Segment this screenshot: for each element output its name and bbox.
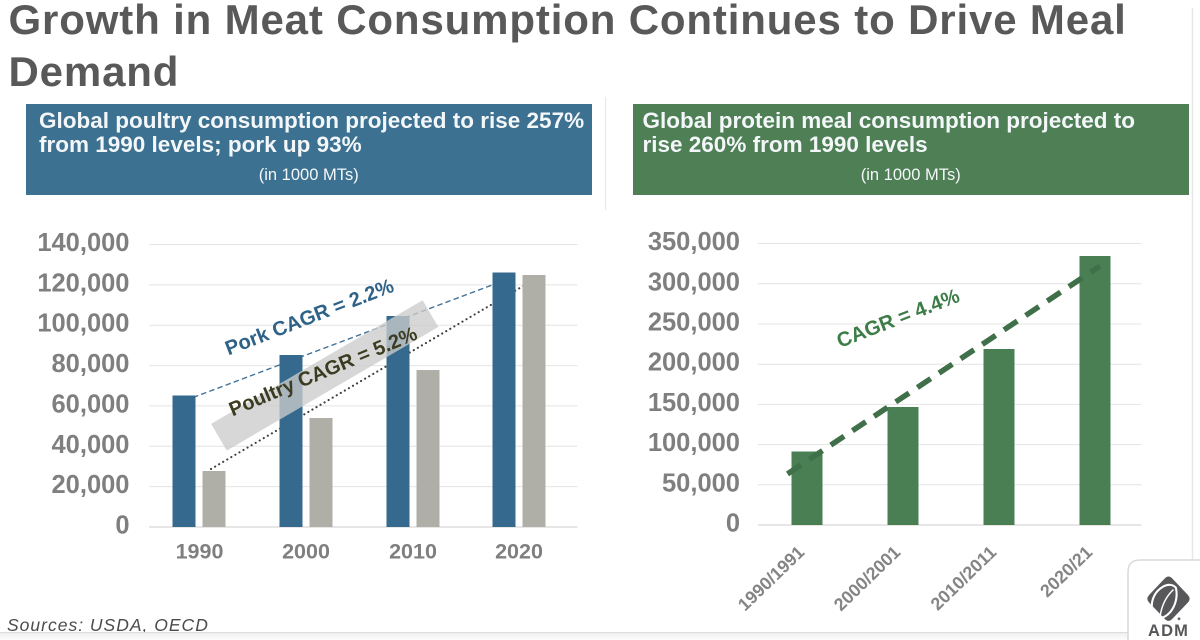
svg-text:2010: 2010	[389, 539, 437, 563]
svg-text:120,000: 120,000	[37, 269, 129, 297]
svg-text:CAGR = 4.4%: CAGR = 4.4%	[834, 285, 963, 352]
svg-text:350,000: 350,000	[648, 228, 740, 256]
svg-text:1990: 1990	[176, 539, 224, 563]
svg-text:2010/2011: 2010/2011	[927, 542, 1001, 614]
svg-text:40,000: 40,000	[52, 431, 130, 459]
svg-text:20,000: 20,000	[52, 471, 130, 499]
svg-text:ADM: ADM	[1148, 622, 1189, 640]
svg-text:0: 0	[726, 510, 740, 538]
svg-text:150,000: 150,000	[648, 389, 740, 417]
svg-text:60,000: 60,000	[52, 390, 130, 418]
svg-text:100,000: 100,000	[37, 310, 129, 338]
svg-text:250,000: 250,000	[648, 309, 740, 337]
svg-text:140,000: 140,000	[37, 229, 129, 257]
svg-text:80,000: 80,000	[52, 350, 130, 378]
svg-text:2020: 2020	[495, 539, 543, 563]
svg-text:2000: 2000	[282, 539, 330, 563]
svg-text:0: 0	[115, 512, 129, 540]
svg-text:2020/21: 2020/21	[1036, 542, 1096, 601]
svg-text:200,000: 200,000	[648, 349, 740, 377]
svg-text:2000/2001: 2000/2001	[830, 542, 904, 615]
svg-text:1990/1991: 1990/1991	[734, 542, 808, 615]
svg-text:50,000: 50,000	[662, 469, 740, 497]
svg-text:100,000: 100,000	[648, 429, 740, 457]
svg-text:300,000: 300,000	[648, 268, 740, 296]
